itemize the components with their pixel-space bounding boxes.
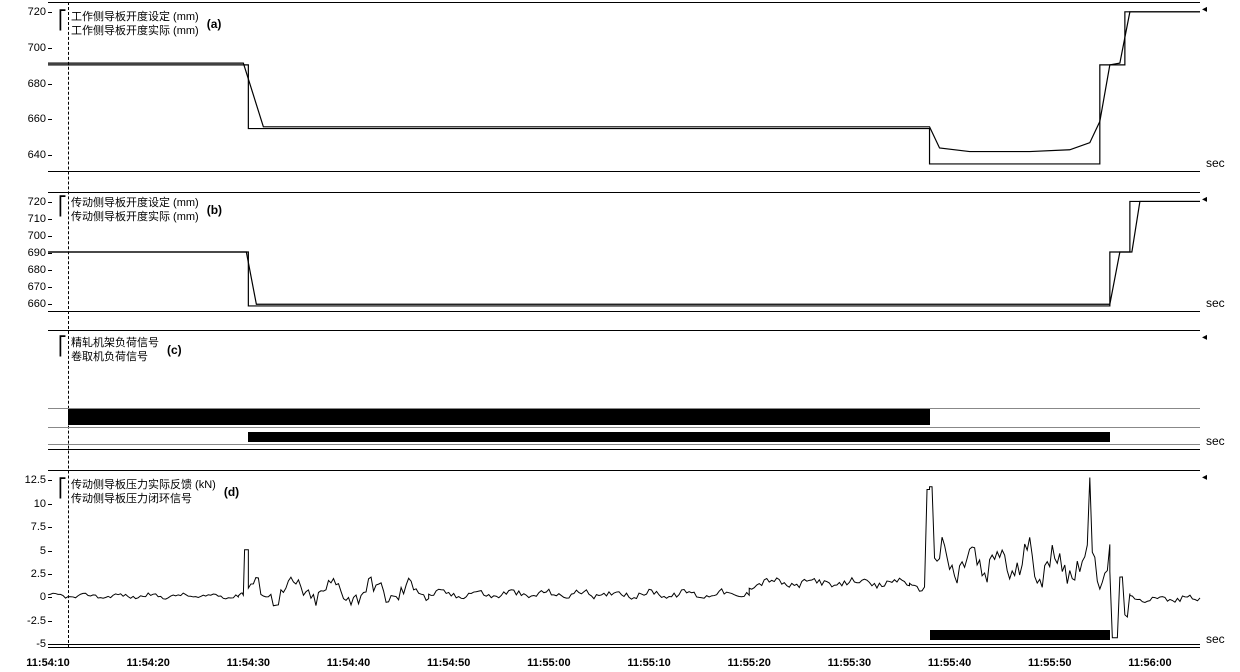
baseline <box>48 644 1200 645</box>
closed-loop-signal-bar <box>930 630 1110 640</box>
y-tick: 5 <box>40 545 48 557</box>
y-tick: 720 <box>28 196 48 208</box>
panel-b: 660670680690700710720sec◂⎡传动侧导板开度设定 (mm)… <box>0 192 1240 312</box>
legend-line: 传动侧导板压力闭环信号 <box>71 492 216 506</box>
legend-text: 传动侧导板开度设定 (mm)传动侧导板开度实际 (mm) <box>71 196 199 225</box>
y-tick: 2.5 <box>31 568 48 580</box>
y-tick: 680 <box>28 78 48 90</box>
legend-bracket-icon: ⎡ <box>58 194 67 219</box>
x-tick: 11:54:30 <box>227 655 270 669</box>
panel-label: (b) <box>207 203 222 219</box>
legend-line: 精轧机架负荷信号 <box>71 336 159 350</box>
legend-bracket-icon: ⎡ <box>58 334 67 359</box>
x-tick: 11:55:40 <box>928 655 971 669</box>
legend-text: 传动侧导板压力实际反馈 (kN)传动侧导板压力闭环信号 <box>71 478 216 507</box>
x-tick: 11:55:10 <box>627 655 670 669</box>
y-tick: 10 <box>34 498 48 510</box>
legend-line: 工作侧导板开度实际 (mm) <box>71 24 199 38</box>
legend-d: ⎡传动侧导板压力实际反馈 (kN)传动侧导板压力闭环信号(d) <box>58 478 239 507</box>
x-tick: 11:56:00 <box>1128 655 1171 669</box>
y-tick: -2.5 <box>27 615 48 627</box>
y-tick: 670 <box>28 281 48 293</box>
x-tick: 11:55:30 <box>828 655 871 669</box>
x-tick: 11:55:00 <box>527 655 570 669</box>
right-marker-icon: ◂ <box>1202 472 1207 483</box>
legend-line: 卷取机负荷信号 <box>71 350 159 364</box>
y-tick: -5 <box>36 638 48 650</box>
x-tick: 11:54:50 <box>427 655 470 669</box>
right-marker-icon: ◂ <box>1202 332 1207 343</box>
unit-label: sec <box>1206 632 1225 646</box>
legend-line: 工作侧导板开度设定 (mm) <box>71 10 199 24</box>
panel-c: sec◂⎡精轧机架负荷信号卷取机负荷信号(c) <box>0 330 1240 450</box>
plot-area-c <box>48 330 1200 450</box>
right-marker-icon: ◂ <box>1202 4 1207 15</box>
panel-label: (a) <box>207 17 222 33</box>
y-tick: 12.5 <box>25 474 48 486</box>
x-tick: 11:54:10 <box>26 655 69 669</box>
x-tick: 11:54:40 <box>327 655 370 669</box>
y-tick: 700 <box>28 230 48 242</box>
y-tick: 7.5 <box>31 521 48 533</box>
right-marker-icon: ◂ <box>1202 194 1207 205</box>
y-tick: 690 <box>28 247 48 259</box>
legend-bracket-icon: ⎡ <box>58 476 67 501</box>
x-tick: 11:55:20 <box>727 655 770 669</box>
unit-label: sec <box>1206 156 1225 170</box>
y-tick: 0 <box>40 591 48 603</box>
guide-line <box>48 444 1200 445</box>
legend-text: 精轧机架负荷信号卷取机负荷信号 <box>71 336 159 365</box>
unit-label: sec <box>1206 296 1225 310</box>
legend-b: ⎡传动侧导板开度设定 (mm)传动侧导板开度实际 (mm)(b) <box>58 196 222 225</box>
legend-line: 传动侧导板开度实际 (mm) <box>71 210 199 224</box>
y-tick: 660 <box>28 298 48 310</box>
finishing-mill-load <box>68 409 929 425</box>
panel-label: (d) <box>224 485 239 501</box>
legend-c: ⎡精轧机架负荷信号卷取机负荷信号(c) <box>58 336 182 365</box>
y-tick: 710 <box>28 213 48 225</box>
panel-d: -5-2.502.557.51012.5sec◂⎡传动侧导板压力实际反馈 (kN… <box>0 470 1240 648</box>
y-tick: 680 <box>28 264 48 276</box>
coiler-load <box>248 432 1109 442</box>
y-tick: 640 <box>28 149 48 161</box>
panel-a: 640660680700720sec◂⎡工作侧导板开度设定 (mm)工作侧导板开… <box>0 2 1240 172</box>
y-tick: 660 <box>28 113 48 125</box>
legend-a: ⎡工作侧导板开度设定 (mm)工作侧导板开度实际 (mm)(a) <box>58 10 221 39</box>
x-tick: 11:54:20 <box>126 655 169 669</box>
unit-label: sec <box>1206 434 1225 448</box>
panel-label: (c) <box>167 343 182 359</box>
legend-line: 传动侧导板开度设定 (mm) <box>71 196 199 210</box>
x-tick: 11:55:50 <box>1028 655 1071 669</box>
legend-bracket-icon: ⎡ <box>58 8 67 33</box>
legend-text: 工作侧导板开度设定 (mm)工作侧导板开度实际 (mm) <box>71 10 199 39</box>
legend-line: 传动侧导板压力实际反馈 (kN) <box>71 478 216 492</box>
y-tick: 720 <box>28 6 48 18</box>
timeseries-multichart: 640660680700720sec◂⎡工作侧导板开度设定 (mm)工作侧导板开… <box>0 0 1240 672</box>
y-tick: 700 <box>28 42 48 54</box>
guide-line <box>48 427 1200 428</box>
